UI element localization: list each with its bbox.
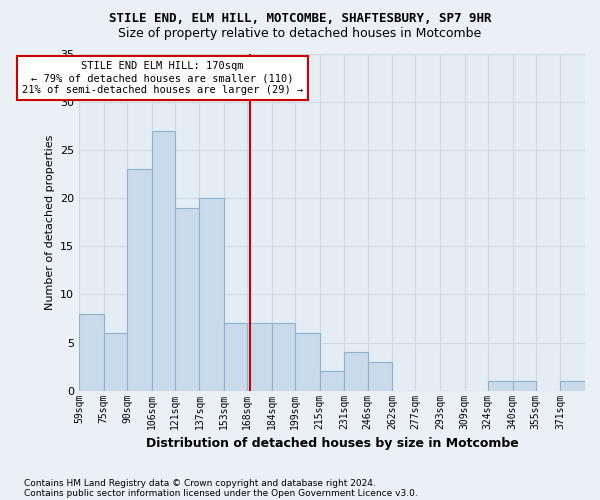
Bar bbox=[560, 381, 585, 390]
Y-axis label: Number of detached properties: Number of detached properties bbox=[44, 134, 55, 310]
Text: Contains public sector information licensed under the Open Government Licence v3: Contains public sector information licen… bbox=[24, 488, 418, 498]
Bar bbox=[344, 352, 368, 391]
Bar bbox=[199, 198, 224, 390]
Bar bbox=[320, 372, 344, 390]
Bar bbox=[368, 362, 392, 390]
Bar bbox=[79, 314, 104, 390]
Bar bbox=[488, 381, 512, 390]
Bar bbox=[104, 333, 127, 390]
Bar bbox=[272, 324, 295, 390]
Bar bbox=[175, 208, 199, 390]
Bar bbox=[152, 131, 175, 390]
X-axis label: Distribution of detached houses by size in Motcombe: Distribution of detached houses by size … bbox=[146, 437, 518, 450]
Text: STILE END, ELM HILL, MOTCOMBE, SHAFTESBURY, SP7 9HR: STILE END, ELM HILL, MOTCOMBE, SHAFTESBU… bbox=[109, 12, 491, 26]
Bar bbox=[247, 324, 272, 390]
Bar bbox=[295, 333, 320, 390]
Bar bbox=[512, 381, 536, 390]
Text: STILE END ELM HILL: 170sqm
← 79% of detached houses are smaller (110)
21% of sem: STILE END ELM HILL: 170sqm ← 79% of deta… bbox=[22, 62, 303, 94]
Bar bbox=[127, 170, 152, 390]
Text: Size of property relative to detached houses in Motcombe: Size of property relative to detached ho… bbox=[118, 28, 482, 40]
Bar bbox=[224, 324, 247, 390]
Text: Contains HM Land Registry data © Crown copyright and database right 2024.: Contains HM Land Registry data © Crown c… bbox=[24, 478, 376, 488]
